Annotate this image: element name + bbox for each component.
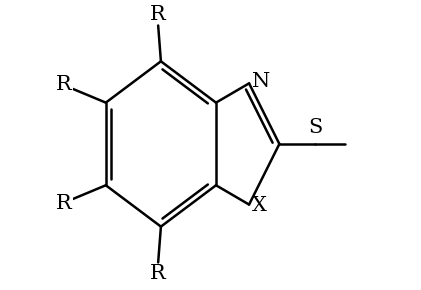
Text: R: R [150,5,166,24]
Text: S: S [308,118,322,137]
Text: X: X [252,196,266,215]
Text: N: N [252,72,270,91]
Text: R: R [56,75,72,94]
Text: R: R [150,264,166,283]
Text: R: R [56,194,72,213]
